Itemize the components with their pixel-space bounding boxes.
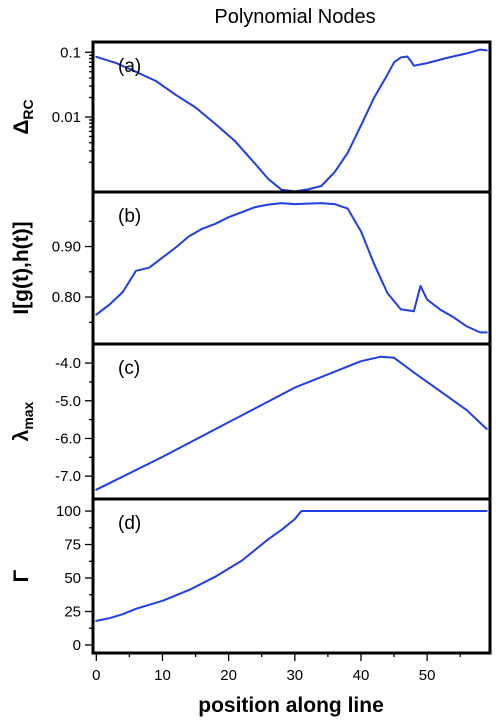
y-tick-label: 100 bbox=[56, 503, 81, 520]
plot-frame bbox=[91, 40, 492, 194]
x-tick-label: 20 bbox=[220, 667, 237, 684]
panel-a: 0.01 0.1 (a) ΔRC bbox=[10, 40, 492, 194]
y-axis-label: ΔRC bbox=[10, 99, 36, 134]
y-axis-label: Γ bbox=[10, 569, 33, 582]
series-line bbox=[95, 355, 488, 491]
y-tick-label: 0 bbox=[73, 637, 81, 654]
y-axis-label: I[g(t),h(t)] bbox=[10, 221, 33, 314]
x-axis-label: position along line bbox=[198, 694, 384, 717]
panel-label: (c) bbox=[118, 358, 140, 379]
panel-label: (d) bbox=[118, 513, 141, 534]
x-tick-label: 10 bbox=[154, 667, 171, 684]
y-tick-label: -6.0 bbox=[55, 430, 81, 447]
panel-label: (a) bbox=[118, 56, 141, 77]
panel-label: (b) bbox=[118, 206, 141, 227]
x-tick-label: 40 bbox=[353, 667, 370, 684]
series-line bbox=[95, 510, 488, 622]
series-line bbox=[95, 202, 488, 334]
y-tick-label: 0.90 bbox=[52, 239, 81, 256]
y-tick-label: -7.0 bbox=[55, 468, 81, 485]
y-tick-label: -4.0 bbox=[55, 355, 81, 372]
panel-c: -7.0 -6.0 -5.0 -4.0 (c) λmax bbox=[10, 342, 492, 501]
series-line bbox=[95, 48, 488, 193]
x-tick-label: 0 bbox=[92, 667, 100, 684]
panel-b: 0.80 0.90 (b) I[g(t),h(t)] bbox=[10, 190, 492, 346]
y-tick-label: 0.80 bbox=[52, 289, 81, 306]
y-tick-label: 75 bbox=[64, 537, 81, 554]
y-tick-label: -5.0 bbox=[55, 393, 81, 410]
plot-frame bbox=[91, 497, 492, 655]
y-tick-label: 25 bbox=[64, 603, 81, 620]
x-tick-label: 50 bbox=[419, 667, 436, 684]
plot-frame bbox=[91, 190, 492, 346]
x-tick-label: 30 bbox=[286, 667, 303, 684]
y-axis-label: λmax bbox=[10, 401, 36, 441]
figure-title: Polynomial Nodes bbox=[214, 6, 375, 28]
panel-d: 0 25 50 75 100 0 10 20 30 40 50 (d) Γ bbox=[10, 497, 492, 684]
plot-frame bbox=[91, 342, 492, 501]
y-tick-label: 0.01 bbox=[52, 109, 81, 126]
y-tick-label: 50 bbox=[64, 570, 81, 587]
y-tick-label: 0.1 bbox=[60, 44, 81, 61]
